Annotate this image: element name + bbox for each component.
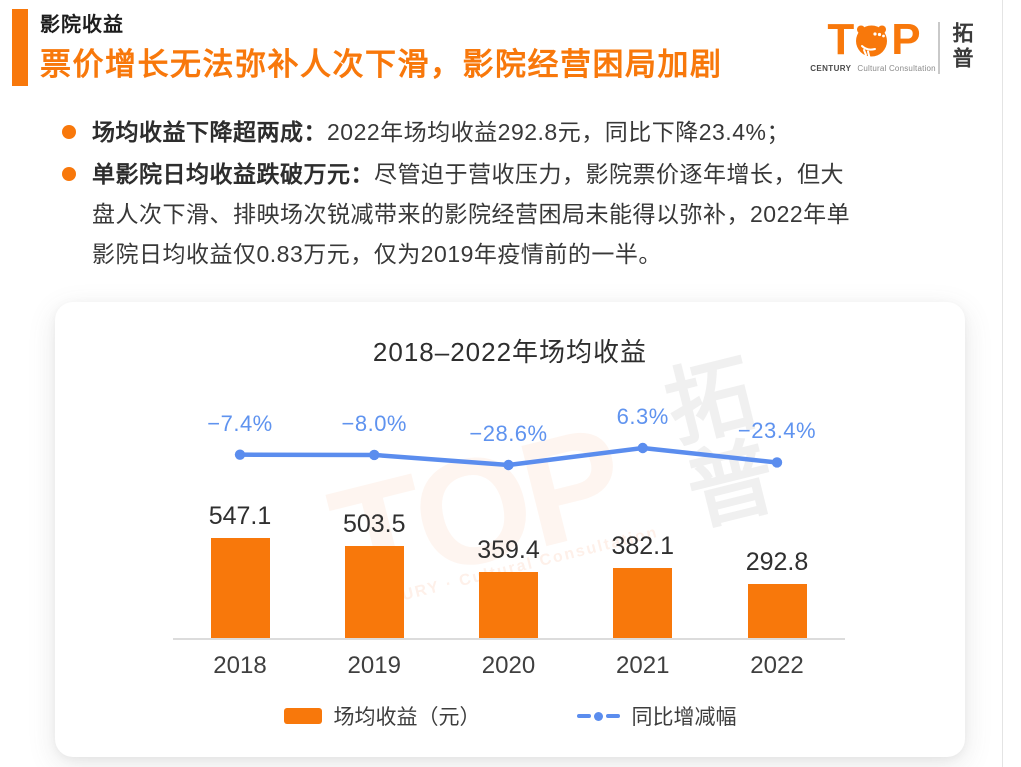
x-axis-label-2021: 2021: [616, 652, 670, 679]
bar-2018: [210, 537, 270, 638]
x-axis-label-2022: 2022: [750, 652, 804, 679]
line-point-2020: [503, 459, 514, 471]
x-axis-label-2018: 2018: [213, 652, 267, 679]
bar-value-label-2020: 359.4: [477, 536, 540, 565]
line-point-2021: [637, 442, 648, 454]
logo-brand-cn: 拓普: [950, 22, 973, 72]
line-value-label-2020: −28.6%: [469, 420, 548, 446]
bar-value-label-2021: 382.1: [611, 531, 675, 560]
line-value-label-2019: −8.0%: [341, 410, 407, 436]
line-value-label-2021: 6.3%: [616, 404, 669, 429]
bullet-line: 单影院日均收益跌破万元：尽管迫于营收压力，影院票价逐年增长，但大: [92, 154, 850, 194]
top-logo-mascot-icon: [853, 22, 890, 59]
x-axis-label-2019: 2019: [347, 652, 401, 679]
line-value-label-2018: −7.4%: [207, 410, 273, 436]
bullet-body: 尽管迫于营收压力，影院票价逐年增长，但大: [374, 161, 844, 187]
bullet-bold-lead: 单影院日均收益跌破万元：: [92, 161, 374, 187]
header-accent-bar: [12, 9, 28, 86]
bullet-text: 场均收益下降超两成：2022年场均收益292.8元，同比下降23.4%；: [92, 112, 790, 152]
logo-letter-p: P: [891, 15, 920, 64]
bar-value-label-2022: 292.8: [745, 548, 809, 577]
x-axis-label-2020: 2020: [481, 652, 536, 679]
bar-value-label-2019: 503.5: [342, 509, 406, 538]
yoy-change-line: [234, 442, 783, 471]
chart-card: TOP CENTURY · Cultural Consultation 拓普 2…: [55, 302, 965, 757]
line-point-2019: [369, 449, 380, 461]
bullet-dot-icon: [62, 167, 76, 181]
bullet-text: 单影院日均收益跌破万元：尽管迫于营收压力，影院票价逐年增长，但大 盘人次下滑、排…: [92, 154, 850, 274]
legend-line-label: 同比增减幅: [631, 706, 737, 729]
legend-bar-swatch-icon: [283, 708, 322, 724]
logo-tagline: CENTURY Cultural Consultation: [810, 64, 936, 73]
line-value-label-2022: −23.4%: [737, 418, 817, 444]
x-axis-line: [173, 638, 845, 640]
logo-letter-t: T: [827, 15, 854, 64]
bar-2019: [344, 545, 404, 638]
headline: 票价增长无法弥补人次下滑，影院经营困局加剧: [40, 47, 723, 82]
legend-item-line: 同比增减幅: [576, 701, 737, 731]
bullet-item: 场均收益下降超两成：2022年场均收益292.8元，同比下降23.4%；: [62, 112, 967, 152]
top-logo-wordmark: T P: [813, 18, 933, 62]
bullet-line: 影院日均收益仅0.83万元，仅为2019年疫情前的一半。: [92, 241, 662, 267]
bar-2020: [479, 572, 538, 638]
logo-tagline-text: Cultural Consultation: [857, 64, 936, 73]
bar-value-label-2018: 547.1: [208, 501, 272, 530]
bullet-bold-lead: 场均收益下降超两成：: [92, 119, 327, 145]
line-point-2022: [771, 457, 783, 468]
bullet-body: 2022年场均收益292.8元，同比下降23.4%；: [327, 119, 790, 145]
section-title: 影院收益: [40, 14, 124, 36]
bullet-item: 单影院日均收益跌破万元：尽管迫于营收压力，影院票价逐年增长，但大 盘人次下滑、排…: [62, 154, 967, 274]
chart-title: 2018–2022年场均收益: [372, 337, 648, 367]
logo-divider: [938, 22, 940, 74]
logo-tagline-century: CENTURY: [810, 64, 852, 73]
bar-2021: [613, 567, 673, 638]
chart-legend: 场均收益（元） 同比增减幅: [55, 701, 965, 731]
bar-2022: [747, 584, 807, 638]
legend-line-marker-icon: [576, 711, 620, 721]
top-logo: T P CENTURY Cultural Consultation: [810, 18, 936, 74]
bullet-line: 盘人次下滑、排映场次锐减带来的影院经营困局未能得以弥补，2022年单: [92, 201, 851, 227]
legend-bar-label: 场均收益（元）: [333, 706, 481, 729]
bullet-dot-icon: [62, 125, 76, 139]
page-edge-line: [1002, 0, 1003, 767]
line-point-2018: [234, 449, 246, 460]
legend-item-bar: 场均收益（元）: [283, 701, 481, 731]
summary-bullets: 场均收益下降超两成：2022年场均收益292.8元，同比下降23.4%； 单影院…: [62, 112, 967, 276]
